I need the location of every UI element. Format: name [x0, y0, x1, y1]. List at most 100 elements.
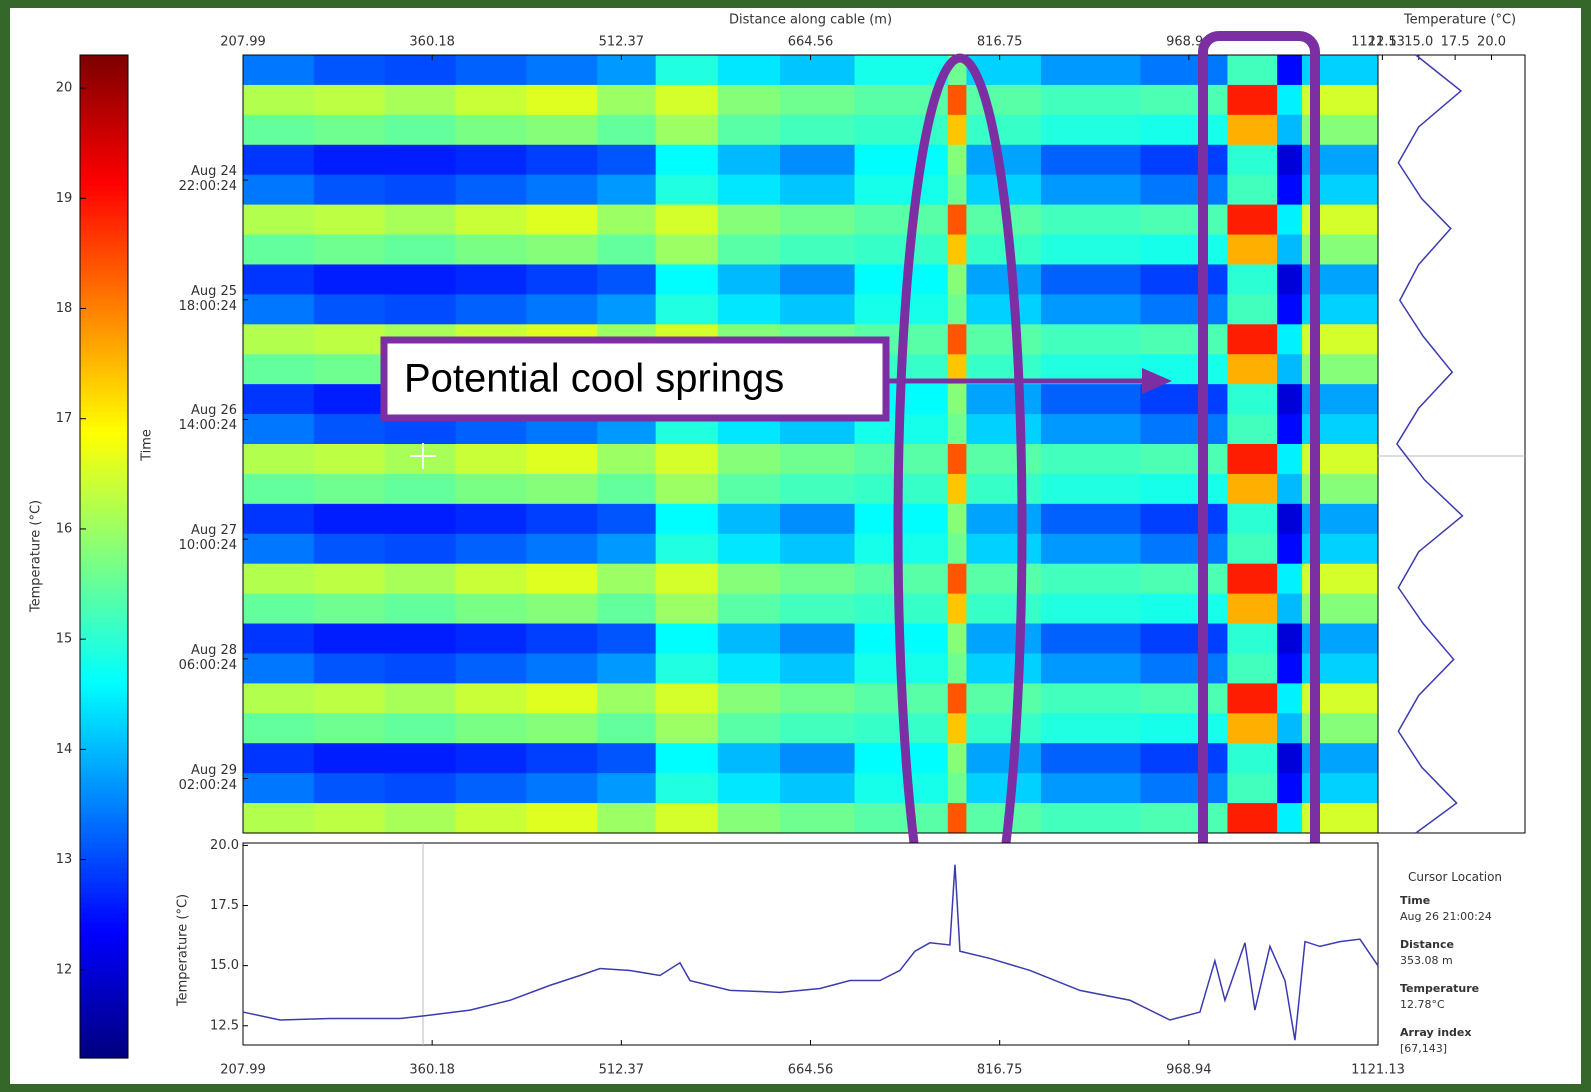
- annotation-text: Potential cool springs: [404, 357, 784, 401]
- heatmap-cell: [526, 204, 598, 236]
- heatmap-cell: [526, 653, 598, 684]
- heatmap-cell: [597, 84, 657, 116]
- colorbar-swatch: [80, 80, 128, 86]
- colorbar-swatch: [80, 335, 128, 342]
- heatmap-cell: [966, 623, 1042, 654]
- colorbar-swatch: [80, 646, 128, 653]
- colorbar-swatch: [80, 762, 128, 768]
- colorbar-swatch: [80, 275, 128, 282]
- heatmap-cell: [717, 174, 781, 206]
- heatmap-cell: [966, 593, 1042, 625]
- heatmap-cell: [947, 264, 967, 295]
- colorbar-swatch: [80, 240, 128, 247]
- heatmap-cell: [1227, 803, 1278, 834]
- heatmap-cell: [966, 414, 1042, 445]
- colorbar-swatch: [80, 857, 128, 864]
- heatmap-cell: [313, 743, 386, 774]
- heatmap-cell: [779, 144, 856, 176]
- heatmap-cell: [1277, 234, 1303, 265]
- colorbar-swatch: [80, 1002, 128, 1009]
- colorbar-swatch: [80, 391, 128, 397]
- colorbar-swatch: [80, 742, 128, 748]
- heatmap-cell: [947, 324, 967, 355]
- heatmap-cell: [947, 713, 967, 744]
- heatmap-cell: [1040, 683, 1141, 714]
- colorbar-swatch: [80, 817, 128, 823]
- heatmap-cell: [384, 444, 457, 475]
- colorbar-swatch: [80, 355, 128, 362]
- x-tick-label: 12.5: [1368, 35, 1397, 50]
- heatmap-cell: [1040, 743, 1141, 774]
- colorbar-swatch: [80, 676, 128, 683]
- x-axis-label: Distance along cable (m): [729, 13, 892, 28]
- heatmap-cell: [1277, 713, 1303, 744]
- heatmap-cell: [655, 803, 719, 834]
- heatmap-cell: [1140, 473, 1228, 505]
- colorbar-swatch: [80, 982, 128, 989]
- colorbar-swatch: [80, 70, 128, 76]
- heatmap-cell: [455, 234, 527, 265]
- colorbar-swatch: [80, 787, 128, 793]
- x-tick-label: 207.99: [220, 1063, 266, 1078]
- cursor-field-value: Aug 26 21:00:24: [1400, 910, 1492, 923]
- heatmap-cell: [1140, 533, 1228, 565]
- colorbar-swatch: [80, 320, 128, 327]
- heatmap-cell: [1227, 144, 1278, 176]
- heatmap-cell: [947, 773, 967, 804]
- heatmap-cell: [597, 803, 657, 834]
- colorbar-swatch: [80, 416, 128, 422]
- heatmap-cell: [455, 623, 527, 654]
- heatmap-cell: [384, 533, 457, 565]
- y-tick-label: 15.0: [210, 958, 239, 973]
- colorbar-swatch: [80, 822, 128, 828]
- heatmap-cell: [717, 533, 781, 565]
- colorbar-swatch: [80, 531, 128, 538]
- heatmap-cell: [1227, 234, 1278, 265]
- temperature-line: [242, 864, 1379, 1041]
- heatmap-cell: [455, 713, 527, 744]
- heatmap-cell: [243, 713, 315, 744]
- heatmap-cell: [526, 593, 598, 625]
- colorbar-swatch: [80, 501, 128, 507]
- heatmap-cell: [1040, 84, 1141, 116]
- colorbar-tick-label: 16: [56, 521, 73, 536]
- heatmap-cell: [1140, 713, 1228, 744]
- colorbar-tick-label: 20: [56, 81, 73, 96]
- heatmap-cell: [655, 773, 719, 804]
- cursor-field-value: 12.78°C: [1400, 998, 1445, 1011]
- heatmap-cell: [1140, 84, 1228, 116]
- heatmap-cell: [313, 503, 386, 535]
- heatmap-cell: [966, 503, 1042, 535]
- y-tick-label: Aug 28 06:00:24: [178, 642, 237, 673]
- heatmap-cell: [1140, 623, 1228, 654]
- heatmap-cell: [455, 444, 527, 475]
- colorbar-swatch: [80, 195, 128, 202]
- heatmap-cell: [779, 653, 856, 684]
- colorbar-swatch: [80, 215, 128, 222]
- heatmap-cell: [1227, 444, 1278, 475]
- colorbar-swatch: [80, 280, 128, 287]
- heatmap-cell: [1040, 533, 1141, 565]
- colorbar-swatch: [80, 907, 128, 914]
- colorbar-swatch: [80, 631, 128, 638]
- heatmap-cell: [597, 623, 657, 654]
- colorbar-swatch: [80, 260, 128, 267]
- colorbar-swatch: [80, 486, 128, 492]
- colorbar-swatch: [80, 411, 128, 417]
- heatmap-cell: [313, 773, 386, 804]
- heatmap-cell: [1277, 114, 1303, 146]
- colorbar-swatch: [80, 917, 128, 924]
- heatmap-cell: [779, 174, 856, 206]
- colorbar-swatch: [80, 516, 128, 522]
- colorbar-swatch: [80, 606, 128, 613]
- y-tick-label: Aug 27 10:00:24: [178, 523, 237, 554]
- heatmap-cell: [947, 294, 967, 325]
- x-tick-label: 816.75: [977, 35, 1023, 50]
- heatmap-cell: [526, 444, 598, 475]
- heatmap-cell: [947, 623, 967, 654]
- colorbar-swatch: [80, 922, 128, 929]
- heatmap-cell: [947, 563, 967, 595]
- heatmap-cell: [1040, 234, 1141, 265]
- heatmap-cell: [455, 803, 527, 834]
- heatmap-cell: [243, 503, 315, 535]
